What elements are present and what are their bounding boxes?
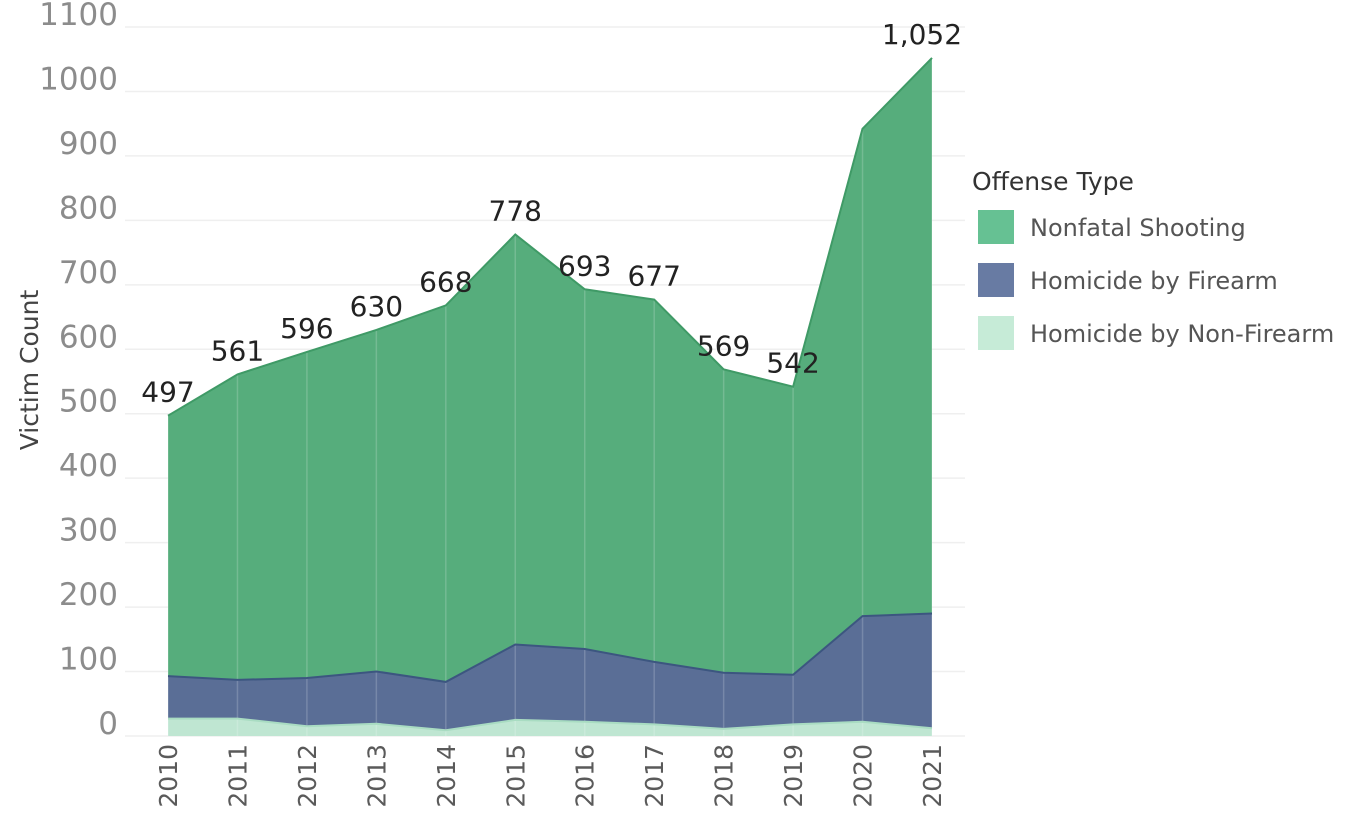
y-tick-label: 700 bbox=[59, 255, 118, 291]
x-tick-label: 2021 bbox=[918, 744, 947, 808]
series-outlines bbox=[167, 57, 933, 732]
x-tick-label: 2014 bbox=[432, 744, 461, 808]
y-tick-label: 200 bbox=[59, 577, 118, 613]
legend-title: Offense Type bbox=[972, 167, 1134, 196]
legend-swatch bbox=[978, 210, 1014, 244]
total-label: 630 bbox=[350, 290, 403, 323]
area-series bbox=[168, 57, 932, 736]
y-tick-label: 1100 bbox=[39, 0, 118, 33]
total-label: 677 bbox=[627, 260, 680, 293]
area-homicide-by-non-firearm bbox=[168, 718, 932, 736]
x-axis-ticks: 2010 2011 2012 2013 2014 2015 2016 2017 2018 2019… bbox=[154, 744, 947, 808]
legend-swatch bbox=[978, 316, 1014, 350]
x-tick-label: 2020 bbox=[849, 744, 878, 808]
y-tick-label: 0 bbox=[98, 706, 118, 742]
legend-label: Homicide by Non-Firearm bbox=[1030, 320, 1334, 348]
y-tick-label: 100 bbox=[59, 642, 118, 678]
y-tick-label: 300 bbox=[59, 513, 118, 549]
y-tick-label: 600 bbox=[59, 319, 118, 355]
legend-swatch bbox=[978, 263, 1014, 297]
x-tick-label: 2017 bbox=[640, 744, 669, 808]
x-tick-label: 2012 bbox=[293, 744, 322, 808]
legend-label: Homicide by Firearm bbox=[1030, 267, 1278, 295]
total-label: 1,052 bbox=[882, 18, 962, 51]
total-labels: 497 561 596 630 668 778 693 677 569 542 1,052 bbox=[141, 18, 962, 409]
y-tick-label: 900 bbox=[59, 126, 118, 162]
y-axis-title: Victim Count bbox=[15, 290, 44, 451]
year-dividers bbox=[167, 57, 933, 736]
y-tick-label: 800 bbox=[59, 190, 118, 226]
total-label: 497 bbox=[141, 376, 194, 409]
line-homicide-by-non-firearm bbox=[168, 717, 933, 732]
total-label: 542 bbox=[766, 347, 819, 380]
area-nonfatal-shooting bbox=[168, 57, 932, 682]
y-tick-label: 400 bbox=[59, 448, 118, 484]
x-tick-label: 2011 bbox=[223, 744, 252, 808]
line-nonfatal-shooting bbox=[167, 57, 933, 417]
x-tick-label: 2015 bbox=[501, 744, 530, 808]
legend: Offense Type Nonfatal Shooting Homicide b… bbox=[972, 167, 1334, 350]
y-tick-label: 1000 bbox=[39, 61, 118, 97]
y-tick-label: 500 bbox=[59, 384, 118, 420]
legend-label: Nonfatal Shooting bbox=[1030, 214, 1246, 242]
x-tick-label: 2013 bbox=[362, 744, 391, 808]
total-label: 668 bbox=[419, 265, 472, 298]
x-tick-label: 2010 bbox=[154, 744, 183, 808]
line-homicide-by-firearm bbox=[167, 612, 933, 683]
total-label: 693 bbox=[558, 249, 611, 282]
area-homicide-by-firearm bbox=[168, 613, 932, 731]
y-axis-ticks: 0 100 200 300 400 500 600 700 800 900 1000 1100 bbox=[39, 0, 118, 742]
x-tick-label: 2018 bbox=[710, 744, 739, 808]
x-tick-label: 2016 bbox=[571, 744, 600, 808]
total-label: 561 bbox=[211, 334, 264, 367]
total-label: 569 bbox=[697, 329, 750, 362]
total-label: 778 bbox=[489, 195, 542, 228]
total-label: 596 bbox=[280, 312, 333, 345]
x-tick-label: 2019 bbox=[779, 744, 808, 808]
